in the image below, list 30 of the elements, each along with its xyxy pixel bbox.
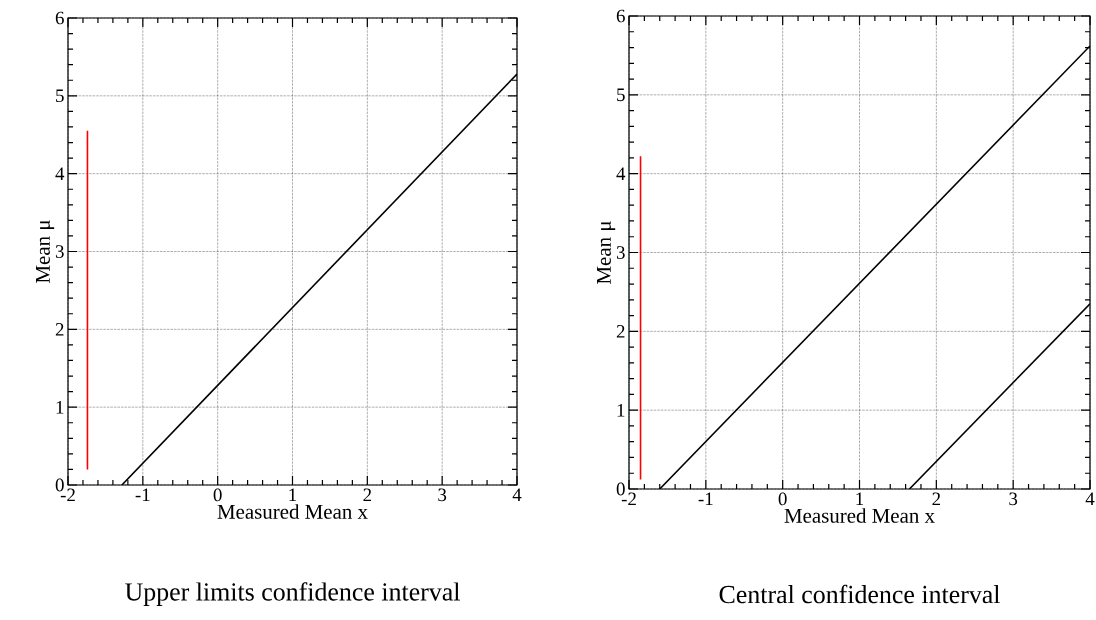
y-axis-title: Mean μ <box>597 221 616 284</box>
x-axis-title: Measured Mean x <box>784 508 935 523</box>
y-tick-label: 2 <box>616 325 625 338</box>
y-tick-label: 1 <box>617 403 625 417</box>
x-tick-label: 3 <box>1009 492 1018 506</box>
y-tick-label: 3 <box>616 246 625 259</box>
text: Upper limits confidence interval <box>125 582 460 606</box>
y-tick-label: 6 <box>616 9 625 23</box>
y-tick-label: 3 <box>55 245 64 258</box>
x-tick-label: 1 <box>289 488 297 502</box>
x-tick-label: 0 <box>213 488 222 502</box>
x-tick-label: -1 <box>135 488 150 502</box>
y-tick-label: 1 <box>56 400 64 414</box>
x-tick-label: 1 <box>856 492 864 506</box>
y-tick-label: 5 <box>617 88 625 102</box>
x-tick-label: 2 <box>363 488 372 502</box>
x-tick-label: 4 <box>1085 492 1095 505</box>
y-tick-label: 4 <box>616 167 626 180</box>
text: Central confidence interval <box>719 584 1000 604</box>
x-tick-label: 0 <box>778 492 787 506</box>
x-tick-label: 4 <box>512 488 522 501</box>
x-tick-label: 2 <box>932 492 941 506</box>
x-tick-label: 3 <box>438 488 447 502</box>
y-axis-title: Mean μ <box>36 220 55 283</box>
x-tick-label: -1 <box>698 492 713 506</box>
y-tick-label: 4 <box>55 167 65 180</box>
y-tick-label: 5 <box>56 89 64 103</box>
x-axis-title: Measured Mean x <box>217 504 368 519</box>
y-tick-label: 6 <box>55 11 64 25</box>
y-tick-label: 2 <box>55 323 64 336</box>
